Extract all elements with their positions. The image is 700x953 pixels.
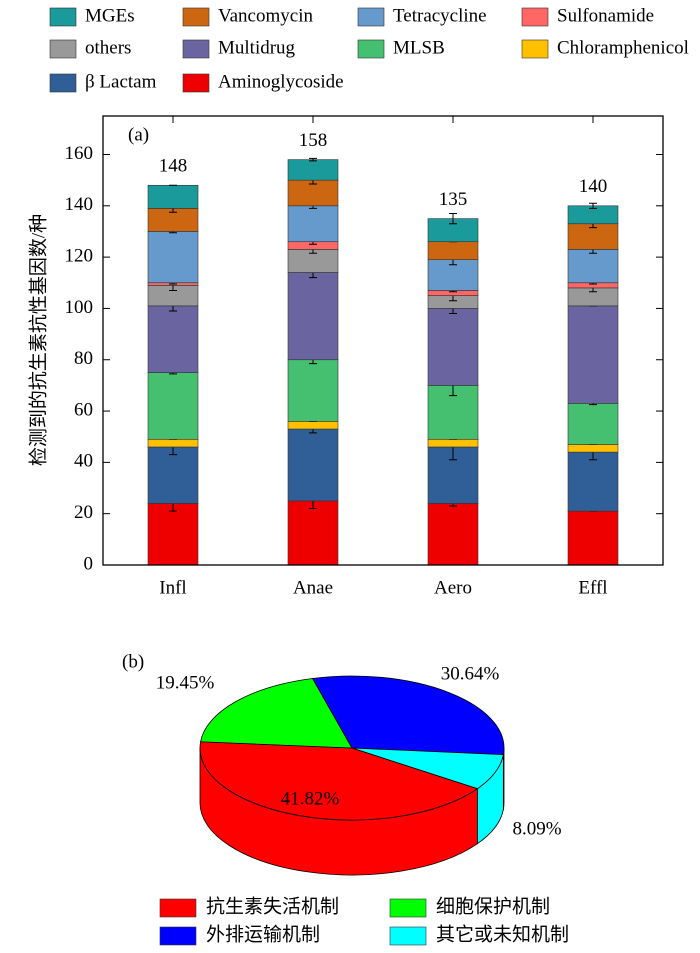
pie-slice xyxy=(311,675,505,756)
slice-label: 41.82% xyxy=(281,788,340,809)
legend-label: 抗生素失活机制 xyxy=(206,895,339,917)
y-tick-label: 60 xyxy=(74,399,93,420)
bar-segment xyxy=(147,231,199,284)
legend-label: Chloramphenicol xyxy=(557,37,689,58)
y-tick-label: 0 xyxy=(84,553,94,574)
legend-label: Multidrug xyxy=(218,37,296,58)
panel-label: (b) xyxy=(122,651,144,672)
bar-segment xyxy=(147,184,199,209)
total-label: 158 xyxy=(299,130,328,151)
bar-segment xyxy=(427,438,479,448)
error-bar xyxy=(589,202,597,209)
bar-segment xyxy=(147,446,199,504)
legend-label: 外排运输机制 xyxy=(206,923,320,945)
y-axis-label: 检测到的抗生素抗性基因数/种 xyxy=(27,214,49,466)
total-label: 135 xyxy=(439,189,468,210)
pie-slice xyxy=(200,678,353,749)
bar-segment xyxy=(287,205,339,243)
legend-swatch xyxy=(159,898,197,918)
error-bar xyxy=(449,212,457,225)
bar-segment xyxy=(567,510,619,566)
legend-swatch xyxy=(49,7,77,27)
plot-frame xyxy=(102,115,664,566)
bar-segment xyxy=(287,428,339,502)
legend-swatch xyxy=(389,926,427,946)
legend-swatch xyxy=(521,7,549,27)
bar-segment xyxy=(147,503,199,566)
legend-swatch xyxy=(182,39,210,59)
bar-segment xyxy=(427,241,479,260)
bar-segment xyxy=(567,444,619,453)
legend-swatch xyxy=(389,898,427,918)
legend-label: β Lactam xyxy=(85,71,157,92)
legend-swatch xyxy=(49,73,77,93)
x-tick-label: Anae xyxy=(293,577,333,598)
y-tick-label: 20 xyxy=(74,502,93,523)
bar-segment xyxy=(567,249,619,284)
bar-segment xyxy=(287,359,339,422)
total-label: 140 xyxy=(579,176,608,197)
legend-label: Tetracycline xyxy=(393,5,487,26)
legend-swatch xyxy=(521,39,549,59)
y-tick-label: 80 xyxy=(74,348,93,369)
legend-swatch xyxy=(357,7,385,27)
slice-label: 30.64% xyxy=(441,663,500,684)
legend-swatch xyxy=(182,73,210,93)
legend-label: 其它或未知机制 xyxy=(436,923,569,945)
y-tick-label: 40 xyxy=(74,451,93,472)
legend-label: others xyxy=(85,37,131,58)
pie-slice xyxy=(351,747,504,790)
x-tick-label: Infl xyxy=(159,577,186,598)
legend-label: MLSB xyxy=(393,37,445,58)
legend-label: Aminoglycoside xyxy=(218,71,344,92)
legend-label: 细胞保护机制 xyxy=(436,895,550,917)
legend-label: Sulfonamide xyxy=(557,5,654,26)
y-tick-label: 140 xyxy=(65,194,94,215)
y-tick-label: 120 xyxy=(65,245,94,266)
legend-swatch xyxy=(159,926,197,946)
bar-segment xyxy=(147,438,199,448)
bar-segment xyxy=(147,305,199,373)
bar-segment xyxy=(287,421,339,430)
bar-segment xyxy=(287,500,339,566)
panel-label: (a) xyxy=(128,124,149,145)
x-tick-label: Effl xyxy=(578,577,607,598)
y-tick-label: 160 xyxy=(65,143,94,164)
bar-segment xyxy=(287,159,339,181)
bar-segment xyxy=(567,403,619,445)
legend-label: MGEs xyxy=(85,5,135,26)
error-bar xyxy=(309,157,317,162)
bar-segment xyxy=(427,503,479,566)
bar-segment xyxy=(147,372,199,440)
total-label: 148 xyxy=(159,156,188,177)
bar-segment xyxy=(427,308,479,386)
legend-swatch xyxy=(182,7,210,27)
y-tick-label: 100 xyxy=(65,297,94,318)
bar-segment xyxy=(567,451,619,512)
legend-swatch xyxy=(49,39,77,59)
bar-segment xyxy=(287,272,339,361)
slice-label: 19.45% xyxy=(156,672,215,693)
pie-slice xyxy=(199,741,479,821)
bar-segment xyxy=(567,305,619,404)
legend-swatch xyxy=(357,39,385,59)
slice-label: 8.09% xyxy=(512,818,561,839)
legend-label: Vancomycin xyxy=(218,5,313,26)
x-tick-label: Aero xyxy=(434,577,472,598)
